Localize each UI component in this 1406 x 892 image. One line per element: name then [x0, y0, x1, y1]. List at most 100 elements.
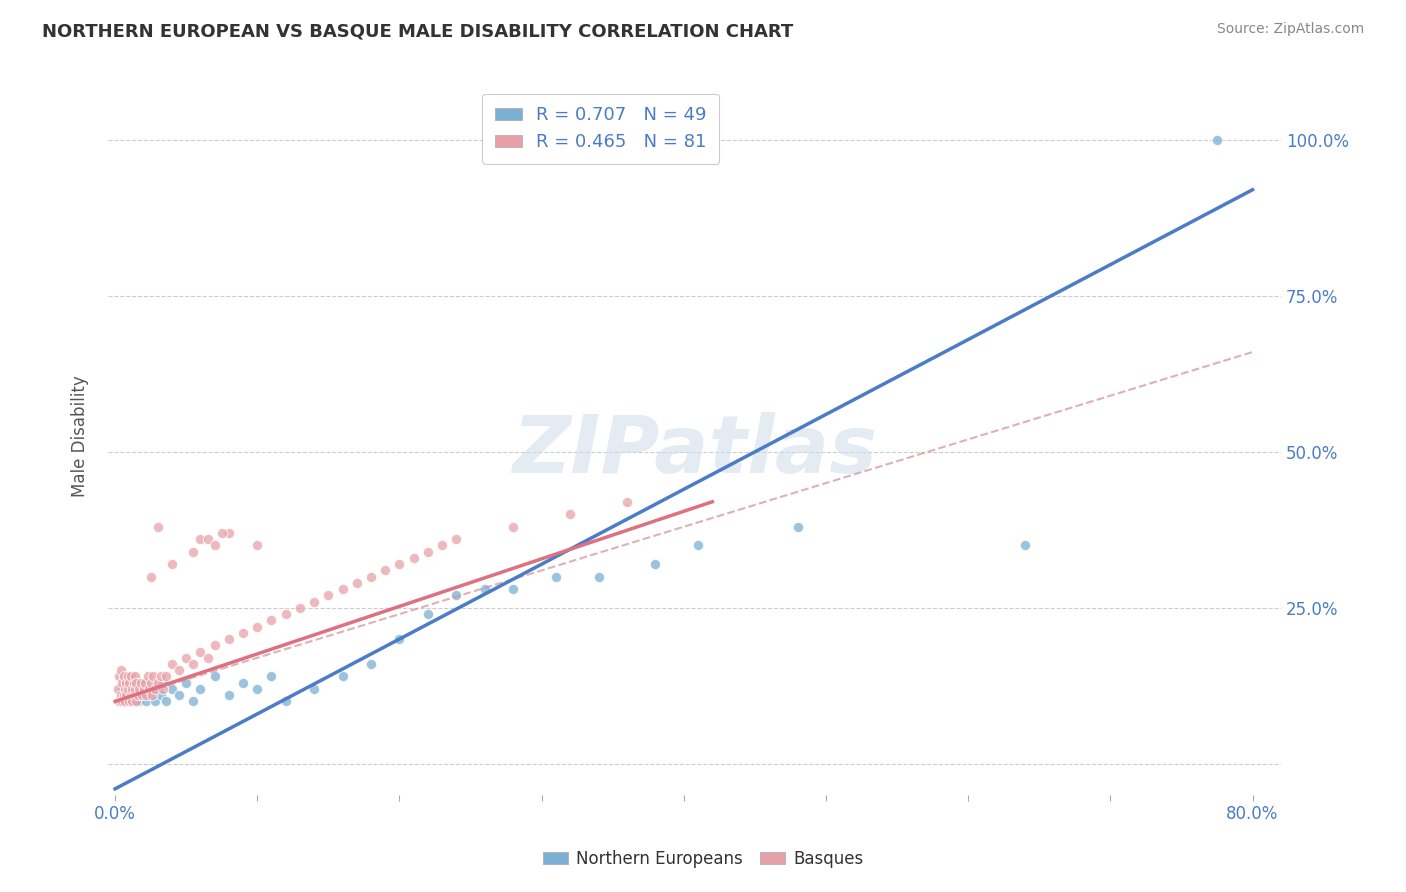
Point	[110, 663, 132, 677]
Point	[146, 681, 169, 696]
Point	[141, 688, 163, 702]
Point	[430, 538, 453, 552]
Point	[246, 681, 269, 696]
Point	[388, 557, 411, 571]
Point	[127, 688, 149, 702]
Point	[107, 681, 129, 696]
Point	[644, 557, 666, 571]
Point	[167, 663, 190, 677]
Point	[111, 681, 134, 696]
Point	[139, 569, 162, 583]
Point	[138, 681, 160, 696]
Point	[160, 657, 183, 671]
Point	[155, 669, 177, 683]
Point	[174, 675, 197, 690]
Point	[360, 657, 382, 671]
Point	[114, 694, 136, 708]
Point	[416, 544, 439, 558]
Point	[125, 681, 148, 696]
Point	[197, 533, 219, 547]
Point	[115, 675, 138, 690]
Point	[132, 681, 155, 696]
Point	[128, 681, 150, 696]
Point	[197, 650, 219, 665]
Point	[152, 675, 174, 690]
Point	[135, 688, 157, 702]
Point	[108, 694, 131, 708]
Point	[121, 681, 143, 696]
Text: ZIPatlas: ZIPatlas	[512, 411, 877, 490]
Point	[117, 669, 139, 683]
Point	[114, 681, 136, 696]
Point	[120, 681, 142, 696]
Point	[138, 681, 160, 696]
Point	[211, 526, 233, 541]
Point	[155, 694, 177, 708]
Point	[117, 681, 139, 696]
Point	[232, 675, 254, 690]
Point	[174, 650, 197, 665]
Point	[160, 681, 183, 696]
Point	[167, 688, 190, 702]
Point	[146, 675, 169, 690]
Point	[127, 688, 149, 702]
Point	[274, 607, 297, 621]
Point	[260, 669, 283, 683]
Point	[118, 675, 141, 690]
Point	[1206, 133, 1229, 147]
Point	[122, 675, 145, 690]
Point	[502, 582, 524, 596]
Y-axis label: Male Disability: Male Disability	[72, 376, 89, 497]
Point	[131, 688, 153, 702]
Legend: Northern Europeans, Basques: Northern Europeans, Basques	[536, 844, 870, 875]
Point	[204, 538, 226, 552]
Point	[115, 675, 138, 690]
Point	[332, 582, 354, 596]
Point	[128, 694, 150, 708]
Point	[218, 688, 240, 702]
Point	[181, 544, 204, 558]
Point	[135, 694, 157, 708]
Point	[129, 675, 152, 690]
Point	[502, 520, 524, 534]
Point	[118, 694, 141, 708]
Point	[111, 694, 134, 708]
Point	[122, 675, 145, 690]
Point	[558, 508, 581, 522]
Point	[232, 625, 254, 640]
Point	[346, 575, 368, 590]
Point	[142, 669, 165, 683]
Point	[124, 681, 146, 696]
Point	[125, 694, 148, 708]
Point	[416, 607, 439, 621]
Point	[204, 638, 226, 652]
Point	[190, 644, 212, 658]
Point	[318, 588, 340, 602]
Point	[120, 669, 142, 683]
Point	[160, 557, 183, 571]
Point	[288, 600, 311, 615]
Point	[152, 681, 174, 696]
Point	[108, 669, 131, 683]
Point	[124, 694, 146, 708]
Point	[374, 563, 396, 577]
Point	[1014, 538, 1036, 552]
Point	[134, 675, 156, 690]
Point	[360, 569, 382, 583]
Point	[146, 520, 169, 534]
Point	[143, 681, 166, 696]
Point	[302, 681, 325, 696]
Point	[786, 520, 808, 534]
Point	[111, 675, 134, 690]
Point	[446, 588, 468, 602]
Point	[112, 669, 135, 683]
Point	[686, 538, 709, 552]
Point	[149, 688, 172, 702]
Point	[149, 669, 172, 683]
Point	[118, 694, 141, 708]
Point	[402, 550, 425, 565]
Point	[616, 495, 638, 509]
Point	[332, 669, 354, 683]
Point	[125, 675, 148, 690]
Point	[124, 669, 146, 683]
